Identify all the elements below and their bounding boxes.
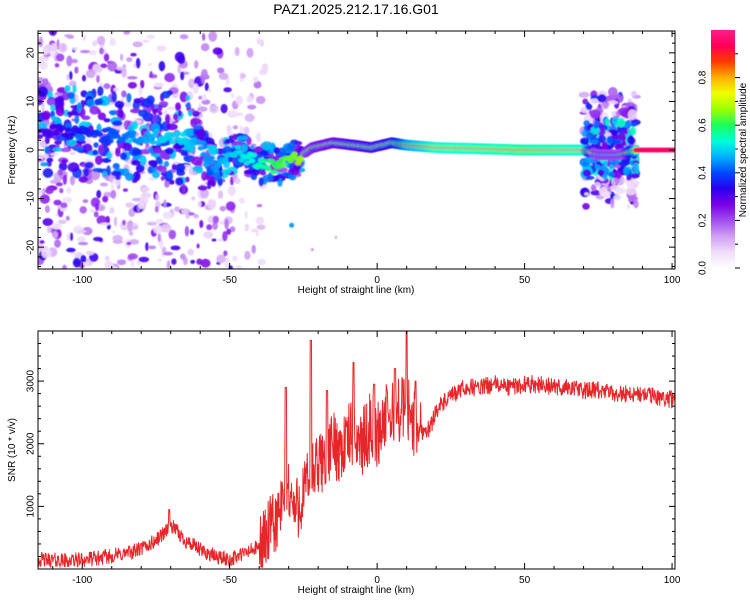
colorbar-ticks: 0.0 0.2 0.4 0.6 0.8: [698, 53, 740, 275]
snr-frame: [37, 330, 676, 570]
colorbar-label: Normalized spectral amplitude: [738, 82, 749, 217]
y-tick-label: 10: [26, 95, 37, 107]
snr-x-ticks: -100 -50 0 50 100: [52, 331, 681, 586]
spectrogram-y-axis-label: Frequency (Hz): [7, 116, 18, 185]
x-tick-label: 100: [664, 575, 681, 586]
spectrogram-y-ticks: -20 -10 0 10 20: [26, 32, 675, 268]
x-tick-label: -100: [72, 275, 92, 286]
y-tick-label: 20: [26, 47, 37, 59]
y-tick-label: 1000: [26, 495, 37, 518]
spectrogram-x-axis-label: Height of straight line (km): [298, 285, 415, 296]
x-tick-label: 0: [374, 575, 380, 586]
colorbar-tick-label: 0.2: [698, 213, 709, 227]
spectrogram-heatmap: [38, 31, 675, 269]
colorbar-tick-label: 0.8: [698, 70, 709, 84]
y-tick-label: -20: [26, 239, 37, 254]
x-tick-label: 50: [519, 575, 531, 586]
y-tick-label: 2000: [26, 432, 37, 455]
snr-y-ticks: 1000 2000 3000: [26, 330, 675, 557]
snr-x-axis-label: Height of straight line (km): [298, 585, 415, 596]
x-tick-label: 0: [374, 275, 380, 286]
snr-y-axis-label: SNR (10 * v/v): [7, 418, 18, 482]
spectrogram-x-ticks: -100 -50 0 50 100: [52, 31, 681, 286]
snr-panel: -100 -50 0 50 100 1000 2000 3000 Height of str…: [7, 330, 681, 596]
colorbar-tick-label: 0.4: [698, 165, 709, 179]
x-tick-label: 50: [519, 275, 531, 286]
y-tick-label: 0: [26, 147, 37, 153]
colorbar-tick-label: 0.6: [698, 118, 709, 132]
colorbar-gradient: [711, 30, 735, 268]
colorbar-tick-label: 0.0: [698, 261, 709, 275]
colorbar: 0.0 0.2 0.4 0.6 0.8 Normalized spectral ampl…: [698, 30, 749, 275]
snr-line: [38, 331, 675, 568]
x-tick-label: -100: [72, 575, 92, 586]
x-tick-label: 100: [664, 275, 681, 286]
y-tick-label: -10: [26, 191, 37, 206]
chart-title: PAZ1.2025.212.17.16.G01: [273, 1, 439, 17]
x-tick-label: -50: [222, 275, 237, 286]
snr-series: [38, 331, 675, 568]
x-tick-label: -50: [222, 575, 237, 586]
y-tick-label: 3000: [26, 370, 37, 393]
